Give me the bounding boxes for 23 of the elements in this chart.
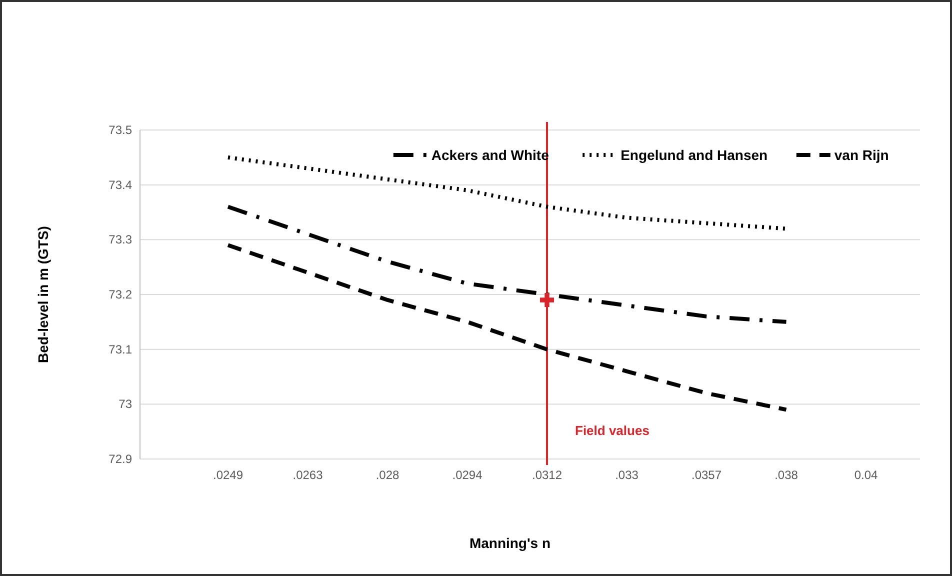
legend-label: van Rijn <box>834 147 889 163</box>
x-tick-label: .0357 <box>691 468 722 482</box>
line-series <box>226 243 788 412</box>
x-tick-label: .0263 <box>292 468 324 482</box>
x-tick-label: .0294 <box>452 468 483 482</box>
y-tick-label: 73 <box>118 397 132 412</box>
x-tick-label: .0249 <box>212 468 244 482</box>
y-axis-title: Bed-level in m (GTS) <box>35 226 51 363</box>
ref-line-label: Field values <box>575 423 650 438</box>
x-tick-label: .0312 <box>532 468 562 482</box>
x-axis-title: Manning's n <box>469 535 551 551</box>
line-series <box>226 204 788 324</box>
x-tick-label: .028 <box>376 468 400 482</box>
y-tick-label: 72.9 <box>108 452 132 466</box>
legend-label: Engelund and Hansen <box>620 147 768 163</box>
x-tick-label: 0.04 <box>854 468 878 482</box>
y-tick-label: 73.5 <box>108 123 132 137</box>
y-tick-label: 73.1 <box>108 342 132 356</box>
x-tick-label: .038 <box>774 468 798 482</box>
y-tick-label: 73.2 <box>108 288 132 302</box>
x-tick-label: .033 <box>615 468 639 482</box>
y-tick-label: 73.3 <box>108 232 132 247</box>
y-tick-label: 73.4 <box>108 178 132 192</box>
